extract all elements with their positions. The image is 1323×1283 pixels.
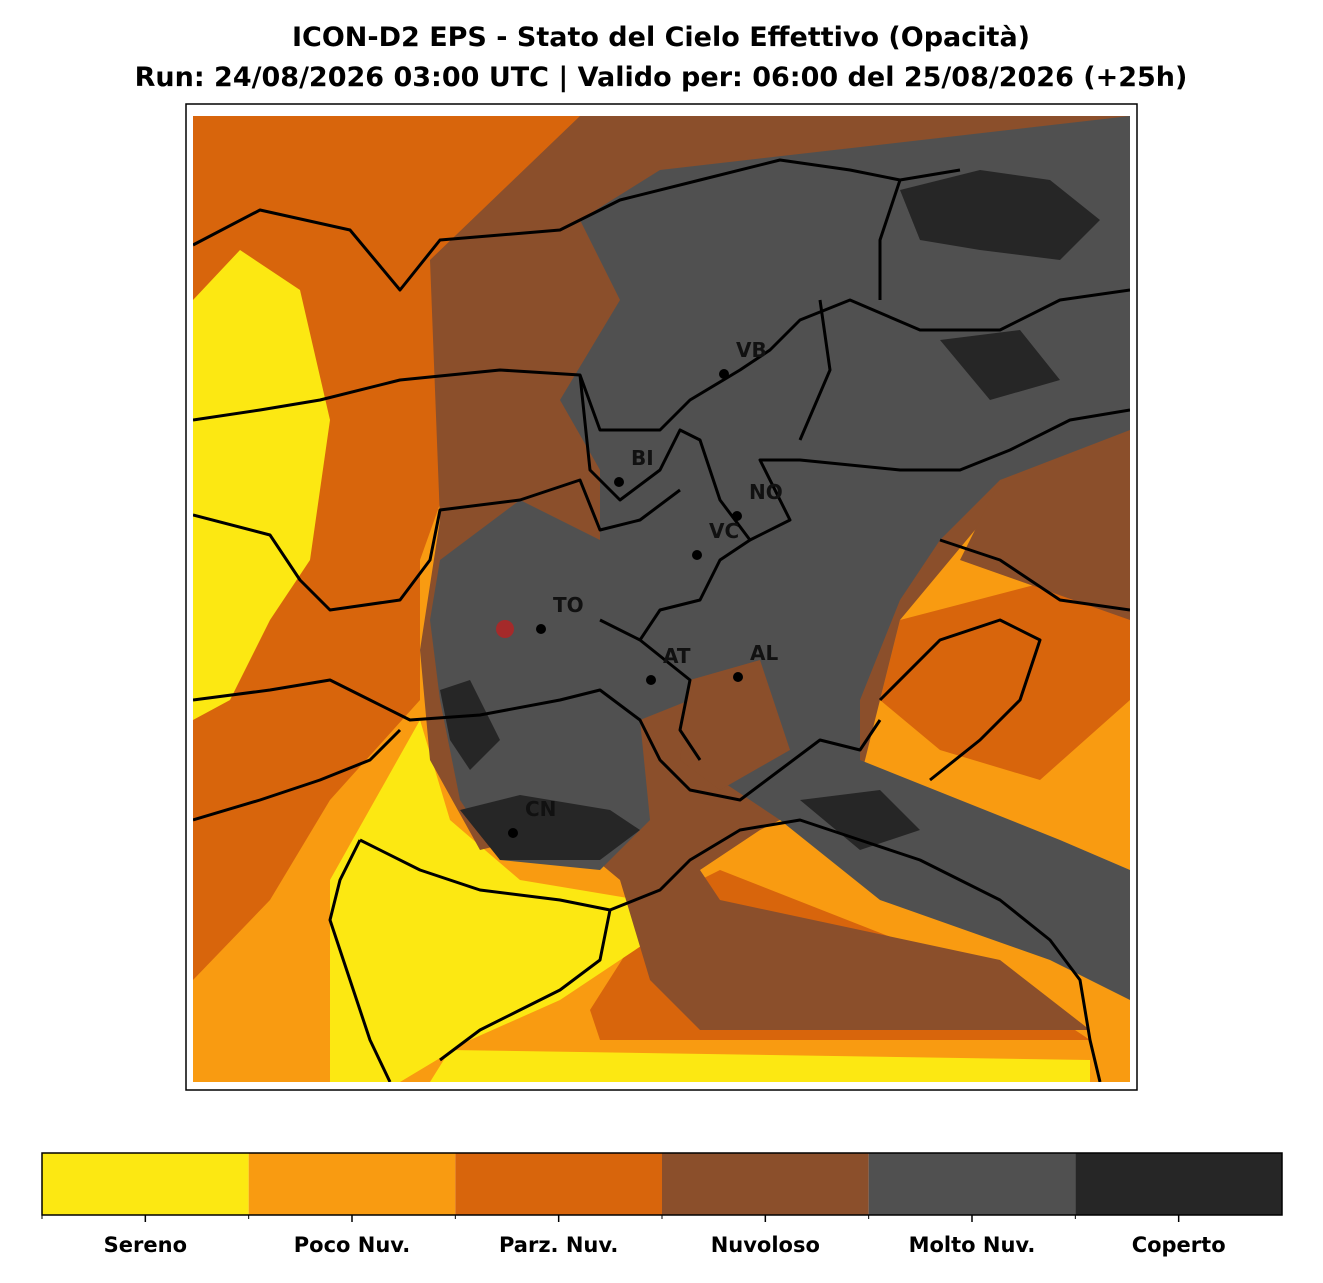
marker <box>496 620 514 638</box>
border <box>578 374 1130 542</box>
city-label: VB <box>736 338 767 362</box>
legend-label: Molto Nuv. <box>909 1233 1036 1257</box>
subtitle: Run: 24/08/2026 03:00 UTC | Valido per: … <box>135 62 1188 93</box>
border <box>798 179 1130 612</box>
city-dot <box>732 511 742 521</box>
legend-swatch <box>42 1153 249 1215</box>
legend-swatch <box>1075 1153 1282 1215</box>
city-dot <box>719 369 729 379</box>
city-label: BI <box>631 446 654 470</box>
map-area <box>193 116 1130 1082</box>
border <box>193 478 681 612</box>
legend-swatch <box>662 1153 869 1215</box>
city-dot <box>692 550 702 560</box>
region <box>430 116 1130 1000</box>
border <box>193 288 1130 432</box>
legend-frame <box>41 1152 1283 1216</box>
border <box>193 728 402 1082</box>
legend-swatch <box>868 1153 1076 1215</box>
region <box>800 790 920 850</box>
region <box>460 795 640 860</box>
region <box>330 720 700 1082</box>
legend-swatch <box>455 1153 662 1215</box>
legend-label: Sereno <box>104 1233 187 1257</box>
city-labels: VB BI NO VC TO AT AL CN <box>508 338 783 838</box>
map-frame <box>185 103 1138 1091</box>
region <box>440 680 500 770</box>
border <box>359 818 1102 1082</box>
border <box>193 678 882 802</box>
legend-label: Nuvoloso <box>711 1233 820 1257</box>
border <box>439 618 1042 1062</box>
legend-swatch <box>248 1153 456 1215</box>
city-dot <box>646 675 656 685</box>
region <box>900 170 1100 260</box>
region <box>430 1050 1090 1082</box>
region <box>880 560 1130 780</box>
region <box>680 660 790 790</box>
city-label: VC <box>709 519 739 543</box>
city-dot <box>536 624 546 634</box>
legend-label: Poco Nuv. <box>294 1233 410 1257</box>
legend-label: Coperto <box>1132 1233 1226 1257</box>
city-dot <box>733 672 743 682</box>
city-dot <box>614 477 624 487</box>
city-dot <box>508 828 518 838</box>
city-label: AT <box>663 644 691 668</box>
city-label: AL <box>750 641 778 665</box>
border <box>599 538 751 761</box>
city-label: CN <box>525 797 556 821</box>
city-label: NO <box>749 480 783 504</box>
region <box>960 430 1130 620</box>
legend: Sereno Poco Nuv. Parz. Nuv. Nuvoloso Molto N… <box>41 1153 1282 1257</box>
region <box>940 330 1060 400</box>
legend-label: Parz. Nuv. <box>499 1233 618 1257</box>
city-label: TO <box>553 593 584 617</box>
border <box>193 158 961 292</box>
region <box>193 250 330 720</box>
title: ICON-D2 EPS - Stato del Cielo Effettivo … <box>292 22 1030 53</box>
